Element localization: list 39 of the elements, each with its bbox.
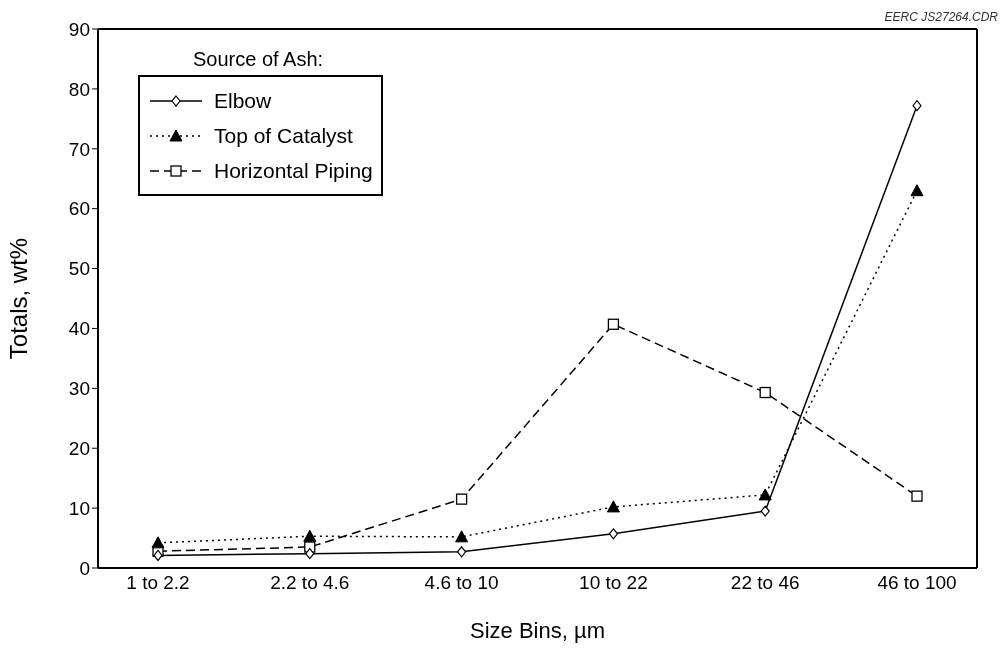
y-tick-label: 80	[68, 78, 90, 100]
point	[758, 488, 772, 501]
y-tick-label: 30	[68, 378, 90, 400]
x-tick-label: 10 to 22	[579, 572, 648, 594]
point	[305, 548, 315, 560]
point	[151, 536, 165, 549]
text: EERC JS27264.CDR	[884, 10, 998, 24]
legend-title: Source of Ash:	[193, 48, 325, 71]
y-tick-label: 70	[68, 138, 90, 160]
y-tick-label: 40	[68, 318, 90, 340]
x-tick-label: 1 to 2.2	[126, 572, 190, 594]
point	[760, 505, 770, 517]
point	[910, 184, 924, 197]
x-axis-title: Size Bins, µm	[470, 618, 605, 643]
y-tick-label: 20	[68, 437, 90, 459]
x-tick-label: 22 to 46	[730, 572, 800, 594]
y-tick-label: 0	[79, 557, 90, 579]
y-tick-label: 90	[68, 18, 90, 40]
point	[759, 386, 771, 399]
x-tick-label: 2.2 to 4.6	[270, 572, 350, 594]
point	[608, 528, 618, 540]
point	[912, 100, 922, 112]
point	[607, 318, 620, 330]
legend-label: Top of Catalyst	[214, 123, 353, 148]
point	[455, 493, 468, 505]
legend-label: Elbow	[214, 88, 272, 113]
y-tick-label: 60	[68, 198, 90, 220]
x-tick-label: 4.6 to 10	[424, 572, 499, 594]
point	[455, 530, 469, 543]
point	[303, 529, 317, 542]
point	[606, 500, 620, 513]
y-tick-label: 50	[68, 258, 90, 280]
point	[457, 546, 467, 558]
x-tick-label: 46 to 100	[877, 572, 957, 594]
legend-label: Horizontal Piping	[214, 158, 373, 183]
y-axis-title: Totals, wt%	[4, 237, 32, 360]
point	[911, 490, 923, 502]
y-tick-label: 10	[68, 497, 90, 519]
point	[153, 549, 163, 562]
